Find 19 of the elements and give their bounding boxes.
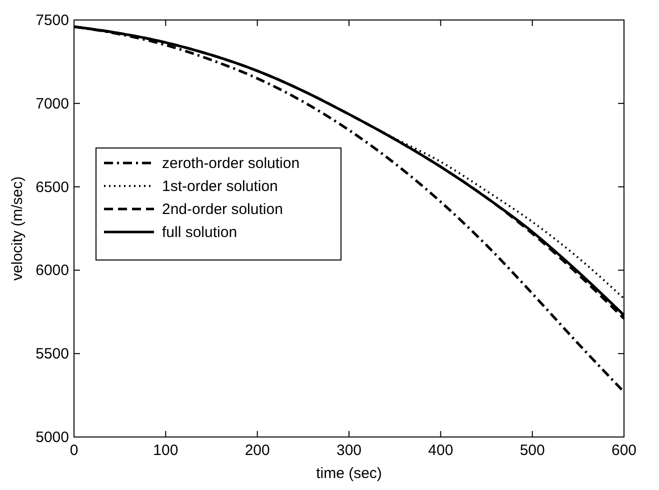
x-tick-label: 500: [520, 442, 545, 459]
x-tick-label: 400: [428, 442, 454, 459]
y-tick-label: 5500: [36, 346, 69, 363]
legend-label: 1st-order solution: [162, 178, 278, 195]
y-tick-label: 5000: [36, 429, 69, 446]
y-tick-label: 7000: [36, 95, 69, 112]
x-tick-label: 100: [153, 442, 178, 459]
y-tick-label: 6500: [36, 178, 69, 196]
x-tick-label: 600: [611, 442, 637, 459]
x-tick-label: 200: [244, 442, 270, 459]
x-axis-title: time (sec): [316, 465, 382, 482]
legend-label: full solution: [162, 224, 238, 241]
legend-label: 2nd-order solution: [162, 201, 283, 218]
legend-label: zeroth-order solution: [162, 155, 300, 172]
x-tick-label: 0: [70, 442, 78, 459]
x-tick-label: 300: [336, 442, 362, 459]
y-axis-title: velocity (m/sec): [9, 176, 26, 281]
y-tick-label: 6000: [36, 262, 69, 280]
y-tick-label: 7500: [36, 12, 69, 29]
